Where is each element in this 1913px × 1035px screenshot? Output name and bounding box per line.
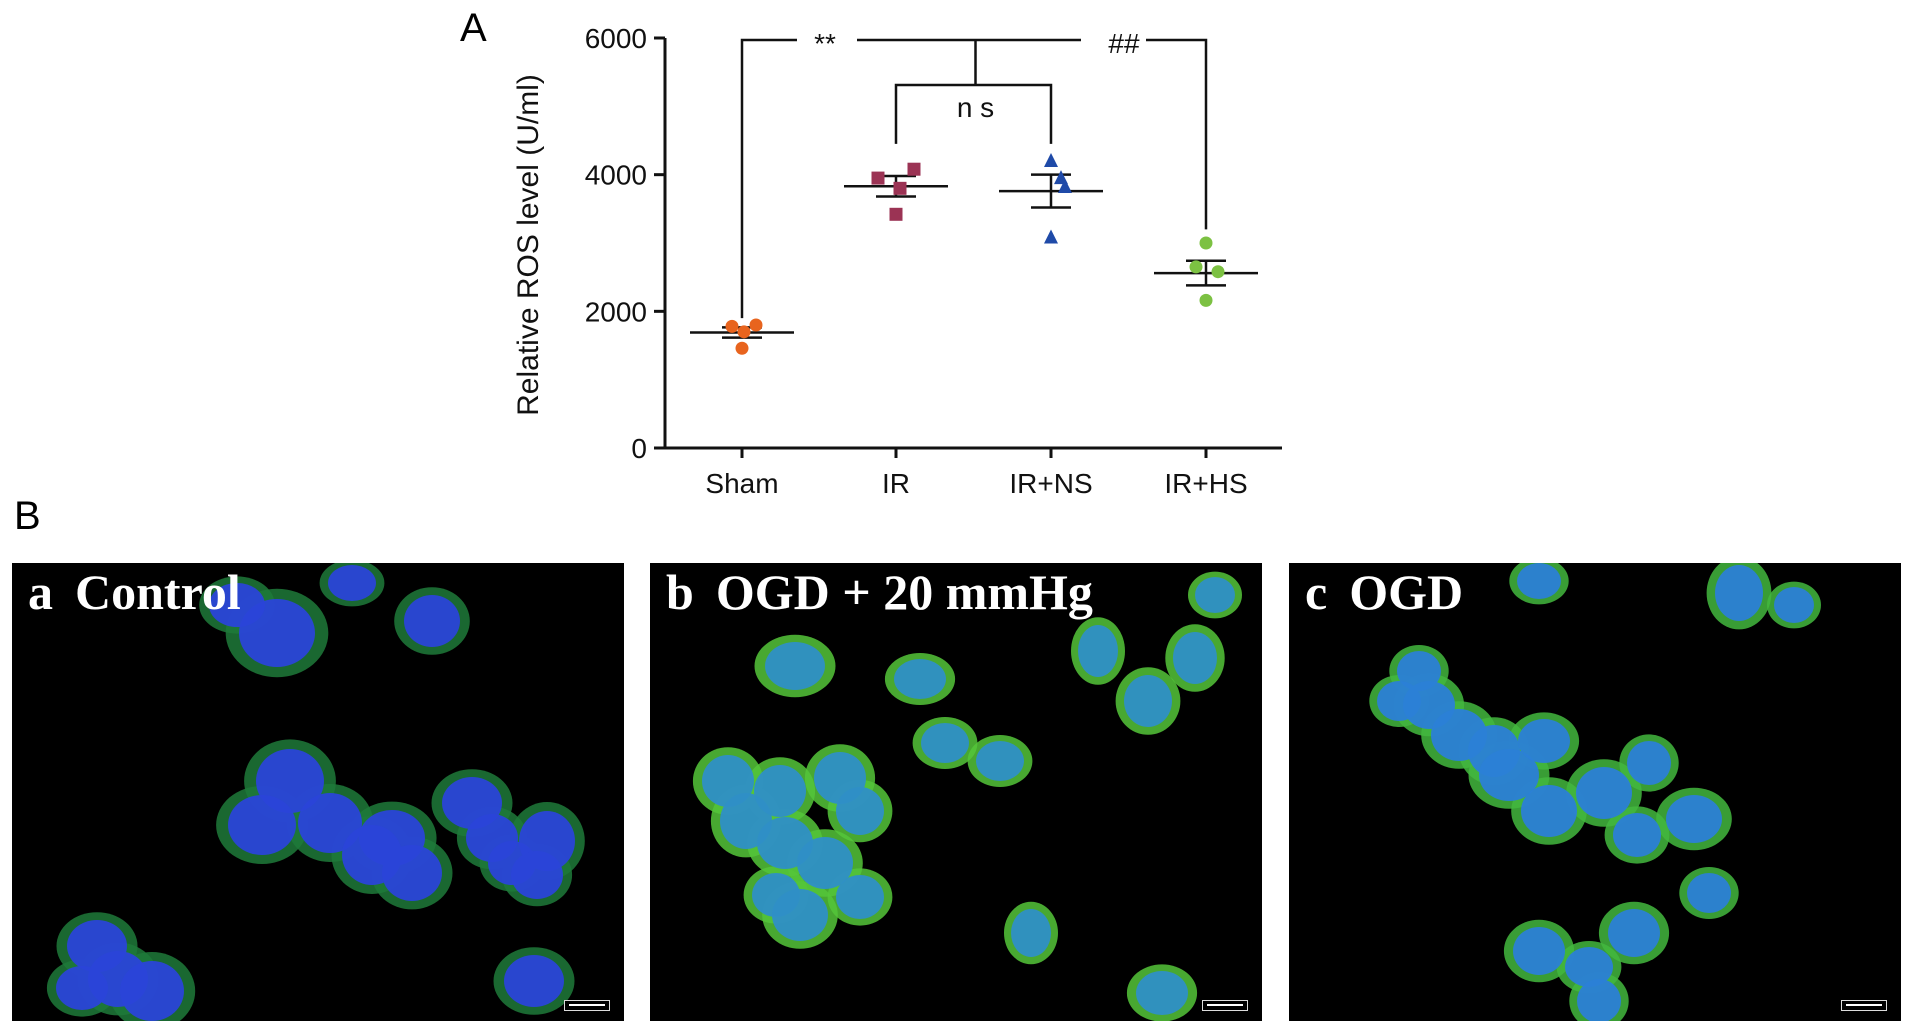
- cell-image-ogd: [1369, 563, 1821, 1021]
- micrograph-caption: OGD: [1349, 564, 1464, 620]
- ros-scatter-chart: 0 2000 4000 6000 Sham IR IR+NS IR+HS ** ## n s R…: [512, 23, 1282, 499]
- cell-nucleus: [1195, 577, 1235, 613]
- cell-nucleus: [754, 765, 806, 817]
- scale-bar: [1202, 1000, 1248, 1011]
- data-point: [1044, 229, 1058, 244]
- error-bars: [690, 173, 1258, 339]
- annotation-double-hash: ##: [1108, 28, 1140, 59]
- bracket-right: [1146, 38, 1208, 230]
- data-point: [871, 171, 885, 185]
- data-point: [749, 318, 763, 332]
- micrograph-letter: c: [1305, 564, 1328, 620]
- data-point: [893, 181, 907, 195]
- data-point: [1189, 260, 1203, 274]
- data-point: [907, 162, 921, 176]
- cell-nucleus: [765, 642, 825, 690]
- bracket-ns: [894, 83, 1053, 144]
- y-axis-label: Relative ROS level (U/ml): [512, 74, 545, 416]
- x-tick-label: Sham: [705, 468, 778, 499]
- y-tick-label: 6000: [585, 23, 647, 54]
- cell-nucleus: [894, 659, 946, 699]
- cell-nucleus: [1521, 785, 1577, 837]
- y-tick-label: 4000: [585, 160, 647, 191]
- data-point: [889, 207, 903, 221]
- data-point: [1044, 153, 1058, 167]
- cell-nucleus: [836, 875, 884, 919]
- data-point: [1199, 293, 1213, 307]
- cell-nucleus: [1173, 632, 1217, 684]
- cell-nucleus: [1608, 909, 1660, 957]
- data-point: [737, 325, 751, 339]
- cell-nucleus: [1513, 927, 1565, 975]
- cell-nucleus: [504, 955, 564, 1007]
- scale-bar: [1841, 1000, 1887, 1011]
- x-tick-label: IR+HS: [1164, 468, 1247, 499]
- cell-nucleus: [1627, 741, 1671, 785]
- cell-nucleus: [1011, 909, 1051, 957]
- cell-nucleus: [56, 966, 108, 1010]
- cell-nucleus: [1136, 971, 1188, 1015]
- cell-nucleus: [921, 723, 969, 763]
- cell-nucleus: [836, 787, 884, 835]
- y-ticks: 0 2000 4000 6000: [585, 23, 665, 464]
- cell-nucleus: [1666, 795, 1722, 843]
- cell-nucleus: [328, 565, 376, 601]
- data-point: [1058, 178, 1072, 193]
- cell-nucleus: [976, 741, 1024, 781]
- annotation-ns: n s: [957, 92, 994, 123]
- cell-nucleus: [228, 795, 296, 855]
- cell-nucleus: [1613, 813, 1661, 857]
- cell-nucleus: [1479, 749, 1539, 801]
- cell-image-ogd-20mmhg: [692, 571, 1242, 1021]
- cell-nucleus: [1517, 563, 1561, 599]
- cell-nucleus: [1565, 947, 1613, 987]
- x-tick-label: IR+NS: [1009, 468, 1092, 499]
- micrograph-letter: b: [666, 564, 694, 620]
- data-point: [1199, 236, 1213, 250]
- micrograph-control: a Control: [12, 563, 624, 1021]
- chart-axes: [663, 38, 1282, 450]
- cell-nucleus: [772, 889, 828, 941]
- cell-nucleus: [404, 595, 460, 647]
- cell-nucleus: [1715, 565, 1763, 621]
- data-points: [725, 153, 1225, 355]
- cell-nucleus: [1577, 979, 1621, 1021]
- cell-nucleus: [1576, 767, 1632, 819]
- cell-nucleus: [209, 583, 265, 627]
- data-point: [735, 341, 749, 355]
- scale-bar: [564, 1000, 610, 1011]
- cell-nucleus: [1518, 719, 1570, 763]
- x-ticks: Sham IR IR+NS IR+HS: [705, 448, 1248, 499]
- cell-nucleus: [1687, 873, 1731, 913]
- micrograph-letter: a: [28, 564, 53, 620]
- annotation-double-star: **: [814, 28, 836, 59]
- bracket-left: [740, 38, 797, 319]
- cell-nucleus: [1078, 625, 1118, 677]
- micrograph-caption: OGD + 20 mmHg: [715, 564, 1093, 620]
- cell-nucleus: [1774, 587, 1814, 623]
- panel-b-label: B: [14, 494, 41, 538]
- data-point: [725, 319, 739, 333]
- cell-nucleus: [511, 851, 563, 899]
- cell-nucleus: [797, 837, 853, 889]
- cell-image-control: [46, 563, 585, 1021]
- y-tick-label: 0: [631, 433, 647, 464]
- cell-nucleus: [382, 845, 442, 901]
- y-tick-label: 2000: [585, 296, 647, 327]
- cell-nucleus: [120, 961, 184, 1021]
- panel-a-label: A: [460, 6, 487, 50]
- data-point: [1211, 265, 1225, 279]
- cell-nucleus: [1397, 651, 1441, 691]
- micrograph-caption: Control: [75, 564, 241, 620]
- micrograph-ogd-20mmhg: b OGD + 20 mmHg: [650, 563, 1262, 1021]
- cell-nucleus: [1124, 675, 1172, 727]
- significance-brackets: ** ## n s: [740, 28, 1208, 319]
- micrograph-ogd: c OGD: [1289, 563, 1901, 1021]
- cell-nucleus: [298, 793, 362, 853]
- x-tick-label: IR: [882, 468, 910, 499]
